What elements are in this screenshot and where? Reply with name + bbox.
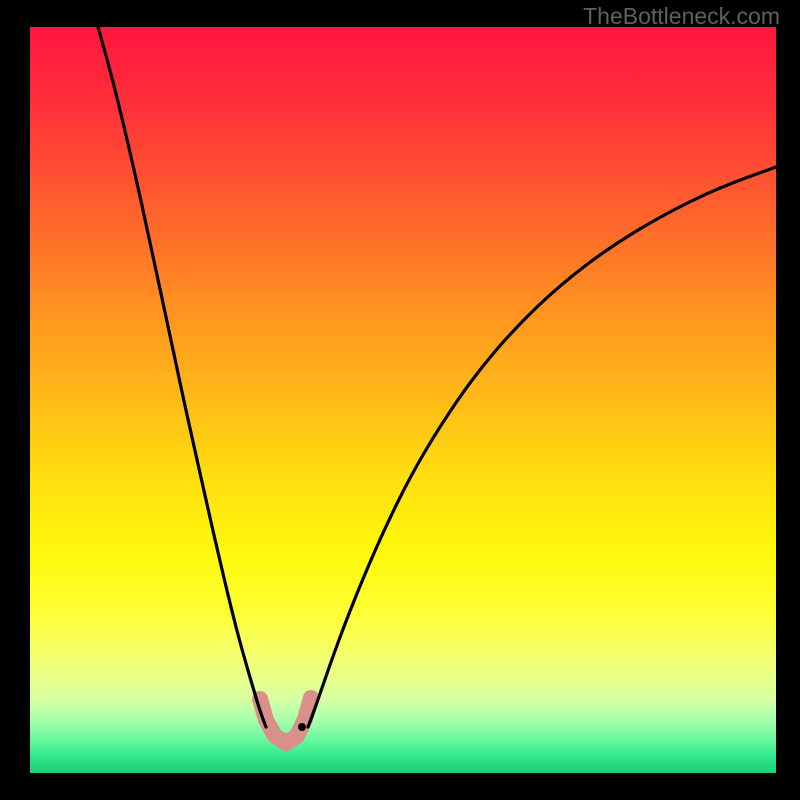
watermark-text: TheBottleneck.com <box>583 3 780 30</box>
valley-dot <box>298 723 306 731</box>
bottleneck-chart <box>0 0 800 800</box>
plot-area <box>30 27 776 773</box>
